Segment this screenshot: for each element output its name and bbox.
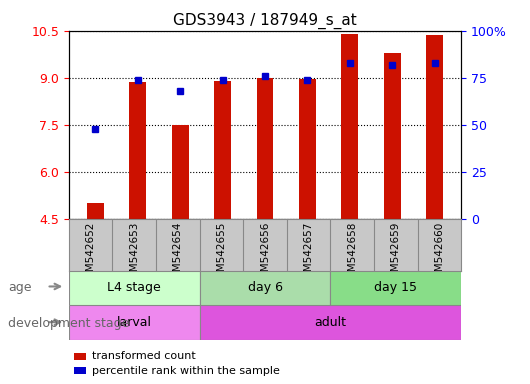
Title: GDS3943 / 187949_s_at: GDS3943 / 187949_s_at xyxy=(173,13,357,29)
Text: GSM542654: GSM542654 xyxy=(173,222,183,285)
Bar xyxy=(299,79,316,219)
Text: transformed count: transformed count xyxy=(92,351,196,361)
Bar xyxy=(200,305,461,340)
Bar xyxy=(330,271,461,305)
Bar xyxy=(341,34,358,219)
Text: day 15: day 15 xyxy=(374,281,417,295)
Text: L4 stage: L4 stage xyxy=(108,281,161,295)
Text: GSM542653: GSM542653 xyxy=(129,222,139,285)
Text: GSM542657: GSM542657 xyxy=(304,222,314,285)
Text: GSM542659: GSM542659 xyxy=(391,222,401,285)
Text: larval: larval xyxy=(117,316,152,329)
Text: GSM542660: GSM542660 xyxy=(434,222,444,285)
Text: adult: adult xyxy=(314,316,347,329)
Bar xyxy=(172,125,189,219)
Text: percentile rank within the sample: percentile rank within the sample xyxy=(92,366,279,376)
Bar xyxy=(257,78,273,219)
Text: GSM542658: GSM542658 xyxy=(347,222,357,285)
Bar xyxy=(214,81,231,219)
Text: age: age xyxy=(8,281,31,294)
Text: GSM542656: GSM542656 xyxy=(260,222,270,285)
Text: GSM542652: GSM542652 xyxy=(86,222,96,285)
Bar xyxy=(69,305,200,340)
Text: day 6: day 6 xyxy=(248,281,282,295)
Bar xyxy=(200,271,330,305)
Bar xyxy=(384,53,401,219)
Bar xyxy=(69,271,200,305)
Bar xyxy=(129,83,146,219)
Text: GSM542655: GSM542655 xyxy=(216,222,226,285)
Text: development stage: development stage xyxy=(8,317,129,330)
Bar xyxy=(87,203,104,219)
Bar xyxy=(426,35,443,219)
